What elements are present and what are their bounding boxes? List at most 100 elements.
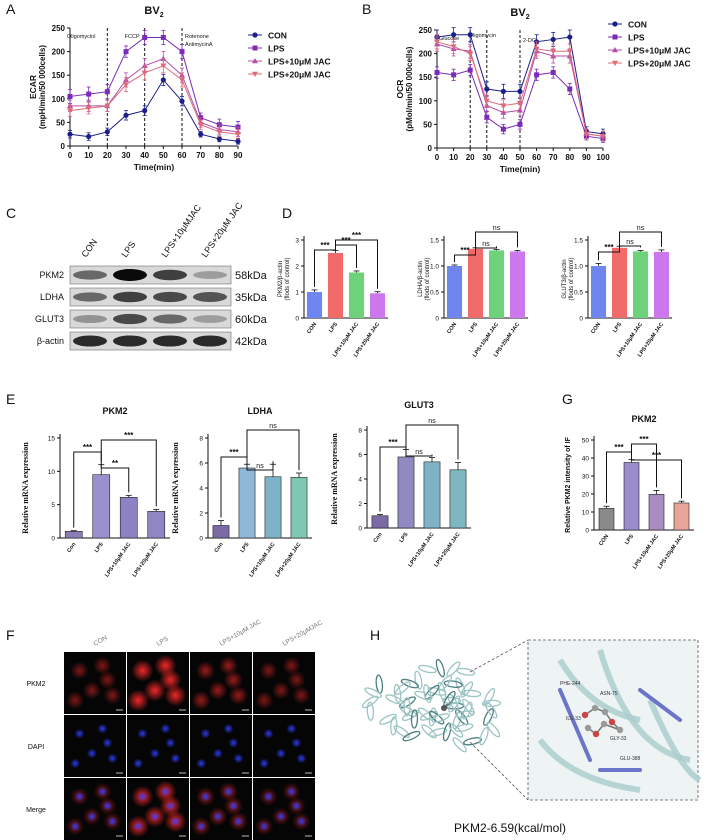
residue-label: GLU-388 xyxy=(620,756,641,762)
significance-bracket xyxy=(100,439,157,507)
bar xyxy=(598,508,615,531)
helix xyxy=(414,670,423,690)
legend-label: CON xyxy=(268,31,287,41)
blot-band xyxy=(153,291,187,303)
data-point xyxy=(517,88,523,94)
x-tick-label: LPS xyxy=(328,321,339,333)
chart-title-subscript: 2 xyxy=(526,14,530,21)
significance-label: ns xyxy=(626,239,634,246)
bar xyxy=(488,250,505,318)
y-axis-label: PKM2/β-actin xyxy=(278,261,284,297)
significance-label: *** xyxy=(229,448,239,457)
data-point xyxy=(235,132,241,138)
docking-caption: PKM2-6.59(kcal/mol) xyxy=(454,821,566,835)
y-tick-label: 40 xyxy=(582,456,590,463)
y-axis-label: Relative mRNA expression xyxy=(171,442,180,534)
residue-label: PHE-244 xyxy=(560,681,581,687)
y-tick-label: 0 xyxy=(295,316,299,323)
blot-band xyxy=(193,315,227,323)
panel-letter-h: H xyxy=(370,627,380,643)
x-tick-label: CON xyxy=(598,534,610,547)
cell-pkm2-signal xyxy=(131,659,154,682)
cell-pkm2-signal xyxy=(70,661,89,680)
cell-nucleus xyxy=(200,791,211,802)
microscopy-row-label: PKM2 xyxy=(26,681,45,688)
data-point xyxy=(500,126,506,132)
x-tick-label: LPS xyxy=(624,533,635,545)
cell-nucleus xyxy=(259,758,270,769)
data-point xyxy=(566,49,573,55)
injection-annotation: Oligomycin xyxy=(469,33,496,39)
cell-nucleus xyxy=(74,791,85,802)
cell-nucleus xyxy=(137,728,148,739)
x-tick-label: 80 xyxy=(565,153,574,162)
legend-marker xyxy=(612,60,618,66)
y-tick-label: 2 xyxy=(358,501,362,508)
bar xyxy=(306,292,323,318)
bar xyxy=(590,266,607,318)
helix xyxy=(443,680,463,688)
data-point xyxy=(517,121,523,127)
cell-nucleus xyxy=(286,723,297,734)
cell-nucleus xyxy=(149,748,160,759)
data-point xyxy=(467,67,473,73)
bar xyxy=(92,474,111,539)
ribbon xyxy=(647,698,702,783)
data-point xyxy=(179,98,185,104)
chart-e3: GLUT3 0 2 4 6 8 Relative mRNA expression Con LPS… xyxy=(330,400,471,568)
blot-band xyxy=(153,314,187,324)
panel-letter-f: F xyxy=(6,627,15,643)
cell-nucleus xyxy=(107,753,118,764)
significance-bracket xyxy=(475,244,497,249)
significance-label: *** xyxy=(652,451,662,460)
legend-marker xyxy=(612,34,618,40)
blot-band xyxy=(193,292,227,302)
cell-pkm2-signal xyxy=(228,685,248,705)
chart-e1: PKM2 0 5 10 15 Relative mRNA expression Con LPS… xyxy=(21,406,170,578)
panel-letter-g: G xyxy=(562,391,573,407)
significance-label: *** xyxy=(604,243,614,252)
y-tick-label: 15 xyxy=(48,436,56,443)
cell-nucleus xyxy=(259,821,270,832)
bar xyxy=(632,251,649,318)
y-tick-label: 5 xyxy=(51,502,55,509)
data-point xyxy=(67,93,73,99)
y-tick-label: 1.0 xyxy=(430,264,439,271)
series-line xyxy=(70,58,239,133)
data-point xyxy=(467,32,473,38)
data-point xyxy=(179,77,185,83)
significance-bracket xyxy=(335,239,378,289)
legend-label: LPS xyxy=(628,33,645,43)
cell-nucleus xyxy=(212,811,223,822)
x-tick-label: 90 xyxy=(234,151,243,160)
helix xyxy=(414,690,433,701)
cell-nucleus xyxy=(228,800,239,811)
x-tick-label: LPS+10μM JAC xyxy=(248,542,276,579)
microscopy-column-label: LPS+20μMJAC xyxy=(282,619,325,648)
y-axis-label: LDHA/β-actin xyxy=(418,261,424,297)
x-axis-label: Time(min) xyxy=(500,164,541,174)
data-point xyxy=(142,34,148,40)
y-tick-label: 3 xyxy=(295,238,299,245)
data-point xyxy=(197,122,204,128)
data-point xyxy=(123,49,129,55)
y-tick-label: 1.5 xyxy=(430,238,439,245)
bar xyxy=(147,511,166,539)
bar xyxy=(369,293,386,318)
y-axis-label: GLUT3/β-actin xyxy=(562,259,568,298)
microscopy-row-label: DAPI xyxy=(28,744,44,751)
blot-band xyxy=(113,291,147,303)
significance-bracket xyxy=(598,243,620,261)
cell-pkm2-signal xyxy=(271,681,290,700)
y-tick-label: 200 xyxy=(52,48,66,57)
cell-pkm2-signal xyxy=(287,670,306,689)
series-con xyxy=(67,73,241,145)
bar xyxy=(467,248,484,318)
data-point xyxy=(500,103,507,109)
ligand-atom xyxy=(601,708,609,716)
ligand-small xyxy=(441,705,447,711)
ligand-atom xyxy=(600,720,608,728)
data-point xyxy=(500,109,507,115)
y-tick-label: 1.0 xyxy=(574,264,583,271)
